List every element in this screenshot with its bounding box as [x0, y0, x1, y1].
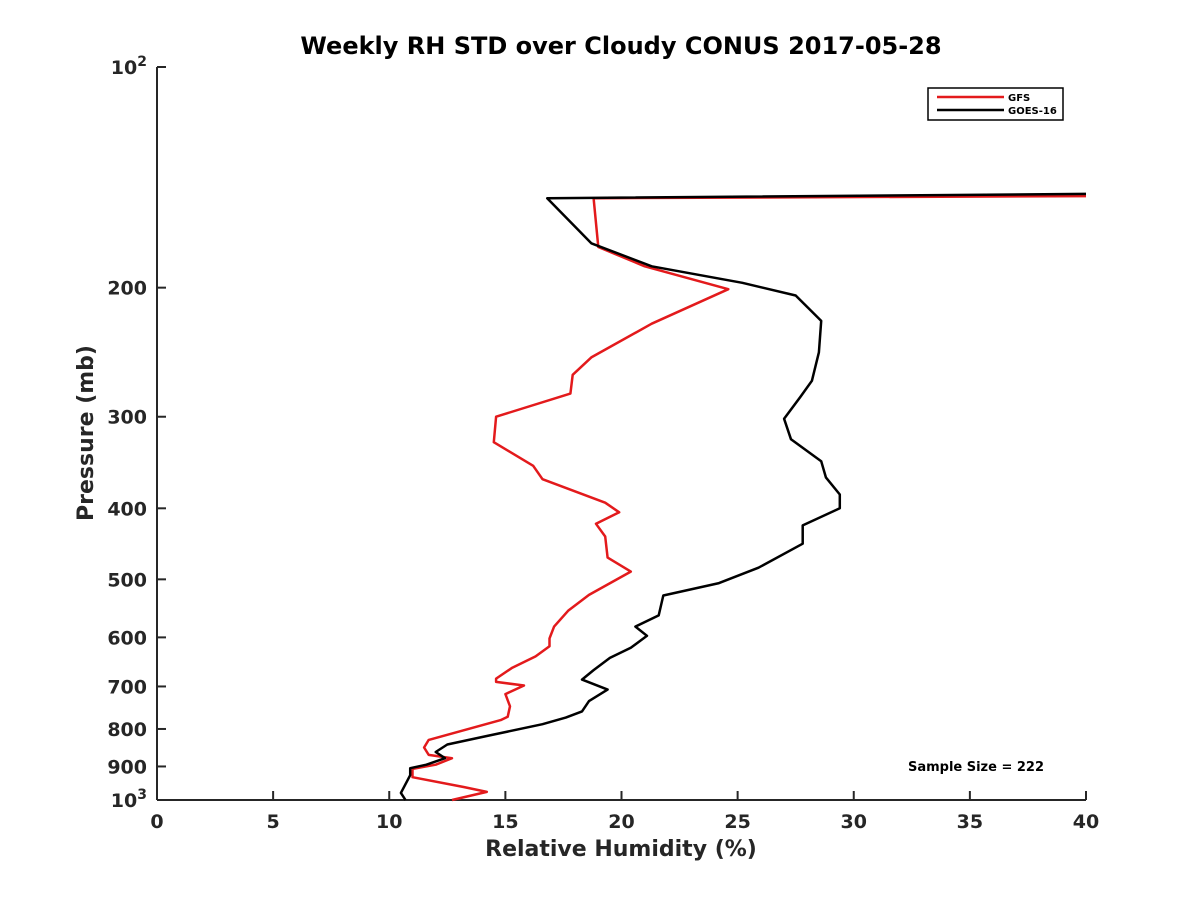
- legend: GFS GOES-16: [927, 87, 1064, 121]
- chart-title: Weekly RH STD over Cloudy CONUS 2017-05-…: [300, 32, 941, 60]
- series-line-gfs: [411, 194, 1087, 802]
- legend-box: [927, 87, 1064, 121]
- x-tick-label: 5: [267, 811, 280, 833]
- x-axis-label: Relative Humidity (%): [485, 837, 757, 862]
- x-tick-label: 30: [841, 811, 867, 833]
- y-axis-label: Pressure (mb): [74, 345, 99, 521]
- y-tick-label: 102: [111, 54, 147, 79]
- x-tick-label: 10: [376, 811, 402, 833]
- legend-label-gfs: GFS: [1008, 93, 1030, 104]
- x-tick-label: 35: [957, 811, 983, 833]
- series-line-goes-16: [399, 192, 1087, 801]
- y-tick-label: 200: [107, 278, 147, 300]
- y-tick-label: 400: [107, 498, 147, 520]
- y-tick-label: 300: [107, 407, 147, 429]
- y-tick-label: 900: [107, 756, 147, 778]
- x-tick-label: 0: [150, 811, 163, 833]
- y-tick-label: 500: [107, 569, 147, 591]
- y-tick-label: 103: [111, 787, 147, 812]
- axes: [156, 67, 1086, 801]
- x-tick-label: 20: [608, 811, 634, 833]
- legend-label-goes16: GOES-16: [1008, 106, 1057, 117]
- y-tick-label: 700: [107, 676, 147, 698]
- x-tick-label: 15: [492, 811, 518, 833]
- y-tick-label: 800: [107, 719, 147, 741]
- series-lines: [399, 192, 1087, 802]
- sample-size-annotation: Sample Size = 222: [908, 760, 1044, 775]
- tick-marks: 0 5 10 15 20 25 30 35 40 102 200 300 400 500 600 700 800…: [107, 54, 1099, 833]
- y-tick-label: 600: [107, 627, 147, 649]
- x-tick-label: 25: [724, 811, 750, 833]
- x-tick-label: 40: [1073, 811, 1099, 833]
